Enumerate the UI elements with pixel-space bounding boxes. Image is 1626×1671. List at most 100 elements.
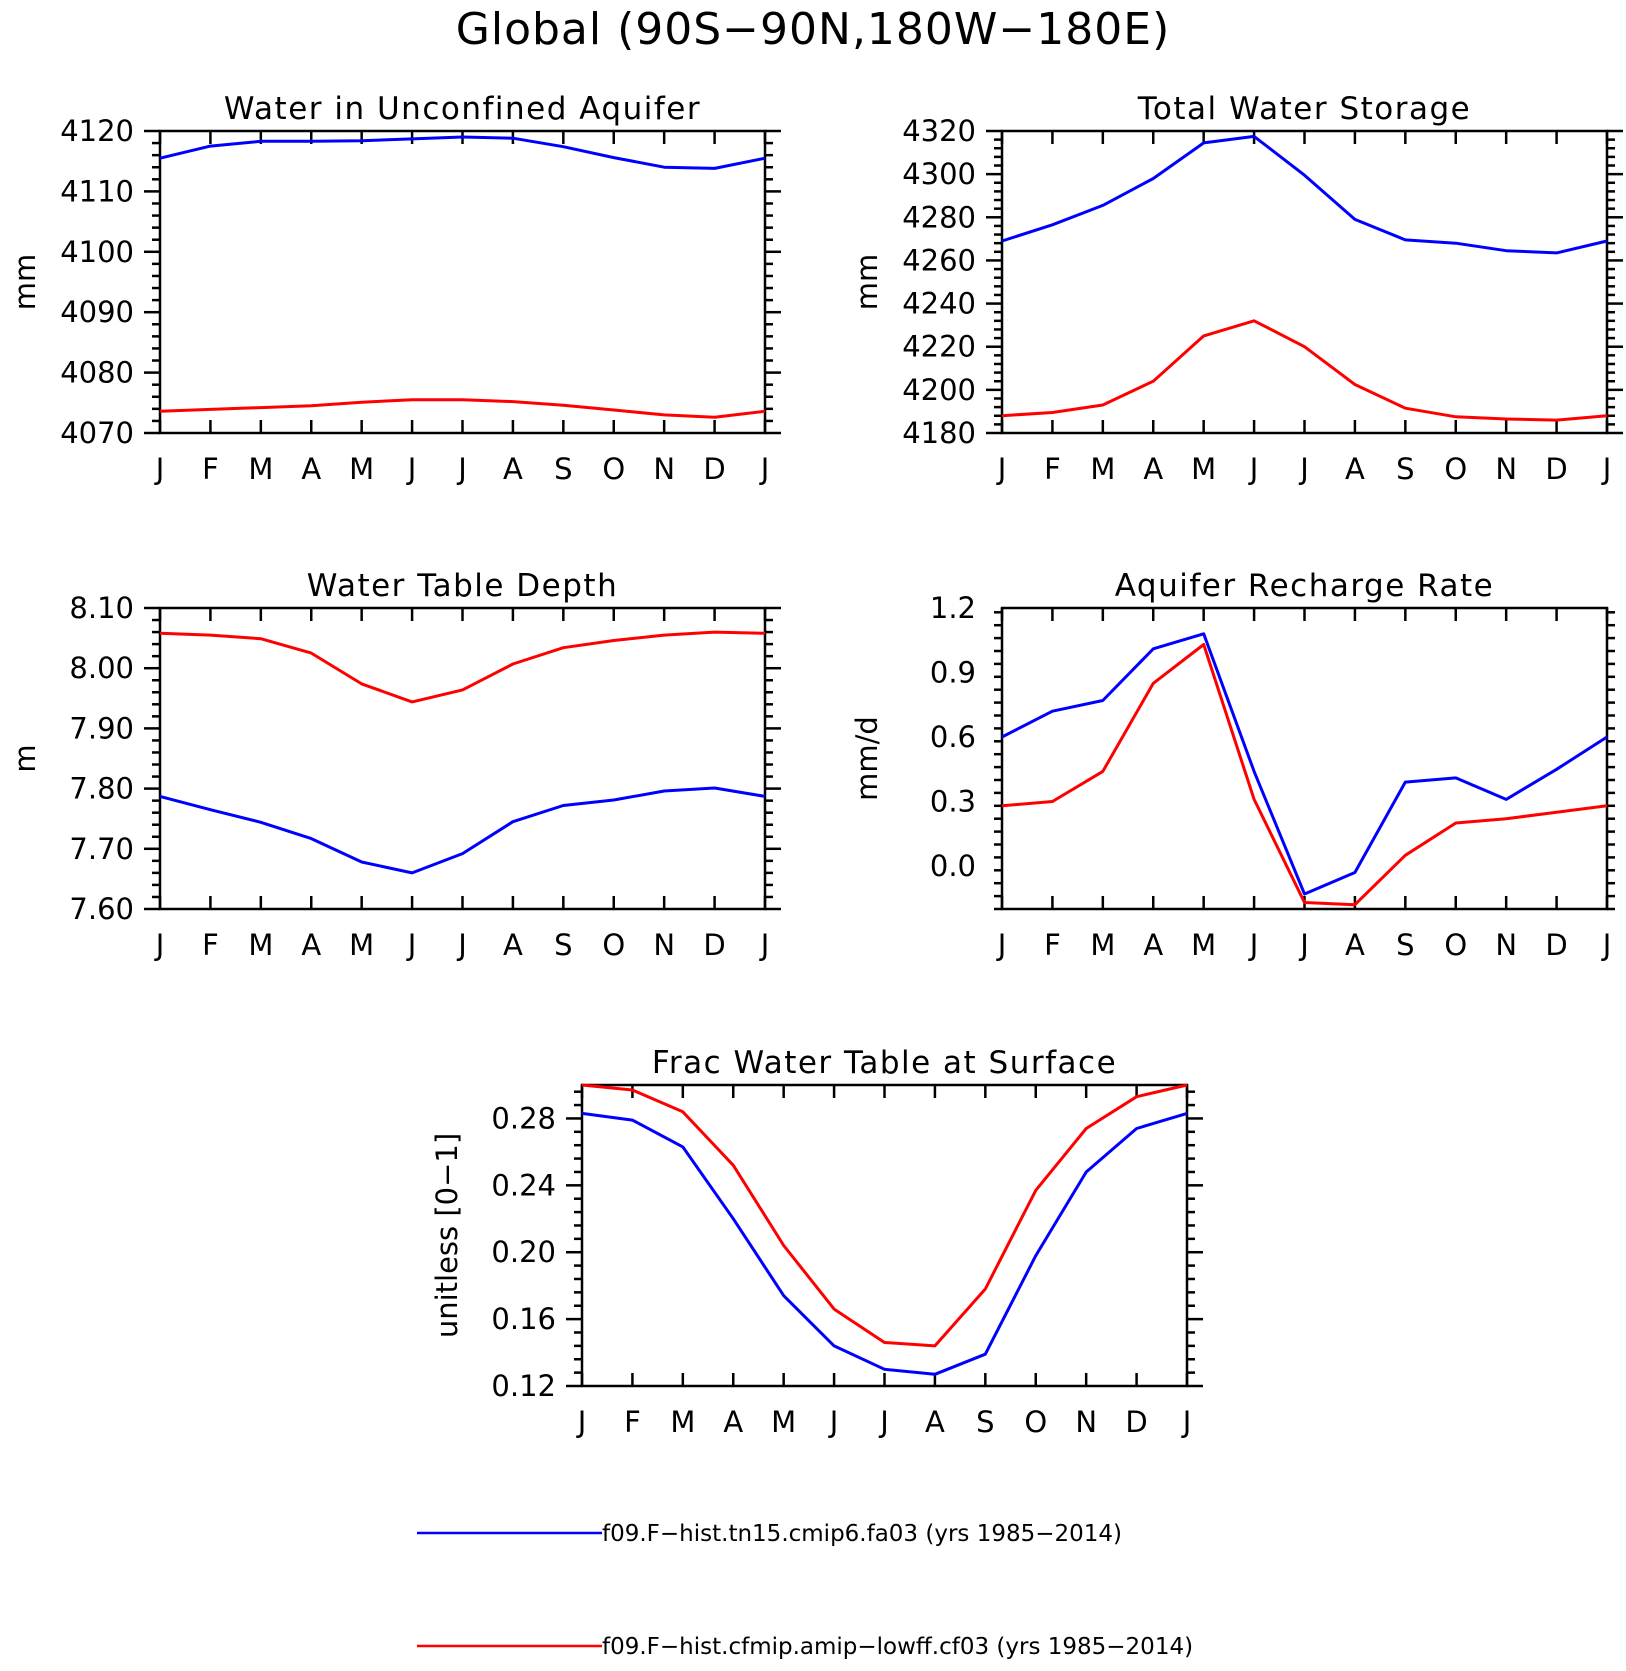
legend-item-1: f09.F−hist.tn15.cmip6.fa03 (yrs 1985−201…: [417, 1521, 1122, 1547]
x-tick-label: D: [1545, 928, 1567, 962]
x-tick-label: D: [703, 928, 725, 962]
y-tick-label: 4090: [60, 295, 134, 329]
x-tick-label: N: [1495, 452, 1517, 486]
x-tick-label: M: [349, 928, 374, 962]
plot-frame: [158, 129, 767, 435]
series-line-2: [159, 398, 766, 419]
x-tick-label: J: [828, 1405, 839, 1439]
x-tick-label: J: [996, 452, 1007, 486]
x-tick-label: O: [602, 928, 625, 962]
y-tick-label: 7.60: [69, 892, 134, 926]
y-tick-label: 0.12: [491, 1369, 556, 1403]
x-tick-label: A: [723, 1405, 743, 1439]
x-tick-label: S: [976, 1405, 994, 1439]
y-axis-label: mm/d: [850, 716, 884, 801]
y-tick-label: 0.0: [930, 849, 976, 883]
series-line-2: [581, 1083, 1188, 1348]
x-tick-label: F: [202, 928, 219, 962]
y-tick-label: 1.2: [930, 591, 976, 625]
x-tick-label: O: [1444, 928, 1467, 962]
series-line-1: [1001, 632, 1608, 896]
x-tick-label: S: [554, 928, 572, 962]
y-tick-label: 8.00: [69, 651, 134, 685]
x-tick-label: A: [1345, 452, 1365, 486]
x-tick-label: A: [503, 928, 523, 962]
x-tick-label: M: [349, 452, 374, 486]
x-tick-label: D: [1125, 1405, 1147, 1439]
y-tick-label: 0.16: [491, 1302, 556, 1336]
series-line-1: [581, 1111, 1188, 1376]
series-line-1: [1001, 134, 1608, 255]
x-tick-label: O: [602, 452, 625, 486]
series-line-1: [159, 135, 766, 170]
y-tick-label: 4180: [902, 416, 976, 450]
plot-title: Frac Water Table at Surface: [652, 1045, 1117, 1081]
legend-item-2: f09.F−hist.cfmip.amip−lowff.cf03 (yrs 19…: [417, 1634, 1193, 1660]
plot-title: Water Table Depth: [307, 568, 618, 604]
y-tick-label: 4280: [902, 200, 976, 234]
x-tick-label: J: [1298, 452, 1309, 486]
x-tick-label: N: [1075, 1405, 1097, 1439]
y-tick-label: 0.24: [491, 1168, 556, 1202]
y-axis-label: m: [8, 744, 42, 772]
x-tick-label: F: [624, 1405, 641, 1439]
x-tick-label: M: [1090, 928, 1115, 962]
x-tick-label: J: [406, 452, 417, 486]
x-tick-label: A: [925, 1405, 945, 1439]
x-tick-label: A: [301, 928, 321, 962]
x-tick-label: J: [1601, 452, 1612, 486]
y-tick-label: 0.20: [491, 1235, 556, 1269]
x-tick-label: D: [703, 452, 725, 486]
x-tick-label: J: [759, 452, 770, 486]
x-tick-label: J: [576, 1405, 587, 1439]
y-tick-label: 0.6: [930, 720, 976, 754]
y-tick-label: 7.90: [69, 711, 134, 745]
x-tick-label: J: [406, 928, 417, 962]
legend: f09.F−hist.tn15.cmip6.fa03 (yrs 1985−201…: [417, 1521, 1193, 1660]
x-tick-label: J: [1248, 452, 1259, 486]
y-tick-label: 4100: [60, 235, 134, 269]
plot-frame: [1000, 606, 1609, 911]
y-tick-label: 4070: [60, 416, 134, 450]
y-axis-label: unitless [0−1]: [430, 1133, 464, 1338]
x-tick-label: J: [456, 452, 467, 486]
x-tick-label: A: [503, 452, 523, 486]
y-axis-label: mm: [8, 254, 42, 311]
x-tick-label: J: [759, 928, 770, 962]
x-tick-label: S: [1396, 452, 1414, 486]
x-tick-label: A: [1143, 928, 1163, 962]
x-tick-label: J: [154, 452, 165, 486]
x-tick-label: J: [1298, 928, 1309, 962]
x-tick-label: O: [1444, 452, 1467, 486]
y-tick-label: 7.70: [69, 832, 134, 866]
x-tick-label: M: [248, 928, 273, 962]
x-tick-label: M: [1191, 452, 1216, 486]
y-tick-label: 4260: [902, 243, 976, 277]
x-tick-label: O: [1024, 1405, 1047, 1439]
y-tick-label: 7.80: [69, 772, 134, 806]
x-tick-label: A: [301, 452, 321, 486]
series-line-1: [159, 786, 766, 875]
y-tick-label: 4220: [902, 330, 976, 364]
plot-title: Water in Unconfined Aquifer: [224, 91, 701, 127]
y-tick-label: 8.10: [69, 591, 134, 625]
x-tick-label: F: [1044, 452, 1061, 486]
plot-title: Aquifer Recharge Rate: [1115, 568, 1494, 604]
x-tick-label: J: [1248, 928, 1259, 962]
y-tick-label: 4300: [902, 157, 976, 191]
y-tick-label: 4240: [902, 287, 976, 321]
main-title: Global (90S−90N,180W−180E): [456, 4, 1171, 55]
y-tick-label: 4200: [902, 373, 976, 407]
x-tick-label: M: [1191, 928, 1216, 962]
x-tick-label: J: [878, 1405, 889, 1439]
x-tick-label: M: [670, 1405, 695, 1439]
x-tick-label: A: [1143, 452, 1163, 486]
series-line-2: [1001, 643, 1608, 907]
x-tick-label: N: [653, 928, 675, 962]
legend-label: f09.F−hist.tn15.cmip6.fa03 (yrs 1985−201…: [602, 1521, 1122, 1547]
